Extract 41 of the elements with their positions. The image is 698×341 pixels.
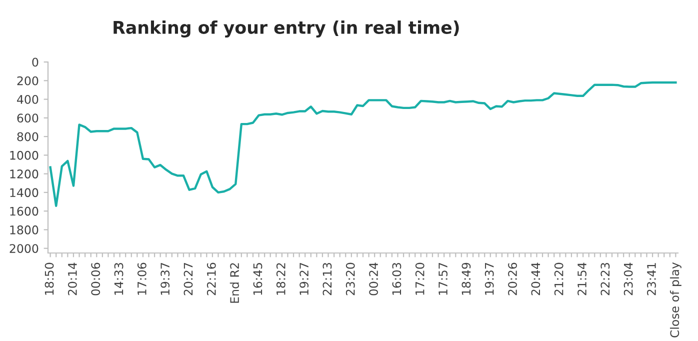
y-tick-label: 1200 [10,170,38,178]
line-series [49,81,677,207]
x-tick-label: 14:33 [114,262,124,295]
y-tick-label: 1600 [10,206,38,216]
x-tick-label: 17:57 [438,263,448,295]
x-tick-label: Close of play [670,262,682,338]
x-tick-label: End R2 [230,263,240,303]
x-tick-label: 18:49 [462,262,471,295]
x-tick-label: 20:14 [68,262,77,296]
x-tick-label: 16:03 [392,262,402,295]
x-tick-label: 22:16 [206,262,216,296]
x-tick-label: 18:22 [276,263,286,295]
x-tick-label: 00:24 [369,262,378,296]
x-tick-label: 23:41 [647,263,656,296]
y-tick-label: 200 [17,76,38,86]
y-tick-label: 1000 [10,150,38,160]
x-tick-label: 17:20 [415,262,424,295]
y-tick-label: 1800 [10,225,38,234]
y-tick-label: 800 [17,132,38,142]
x-tick-label: 19:27 [300,263,309,295]
y-tick-label: 2000 [10,244,38,253]
x-tick-label: 21:20 [554,262,564,296]
x-tick-label: 22:23 [600,262,610,296]
x-tick-label: 20:27 [184,263,193,296]
x-tick-label: 20:26 [508,262,517,296]
x-tick-label: 21:54 [578,262,586,296]
x-tick-label: 23:04 [624,262,633,296]
y-tick-label: 400 [17,94,38,104]
y-tick-label: 1400 [10,188,38,198]
x-tick-label: 16:45 [253,263,262,295]
x-tick-label: 23:20 [346,262,355,296]
x-tick-label: 18:50 [44,262,54,295]
x-tick-label: 22:13 [322,262,332,296]
x-tick-label: 00:06 [91,262,100,296]
x-tick-label: 20:44 [531,262,540,296]
chart-title: Ranking of your entry (in real time) [114,20,459,38]
y-tick-label: 0 [32,58,38,67]
y-tick-label: 600 [17,114,38,123]
x-tick-label: 19:37 [160,263,170,295]
x-tick-label: 17:06 [137,262,146,295]
x-tick-label: 19:37 [484,263,494,295]
